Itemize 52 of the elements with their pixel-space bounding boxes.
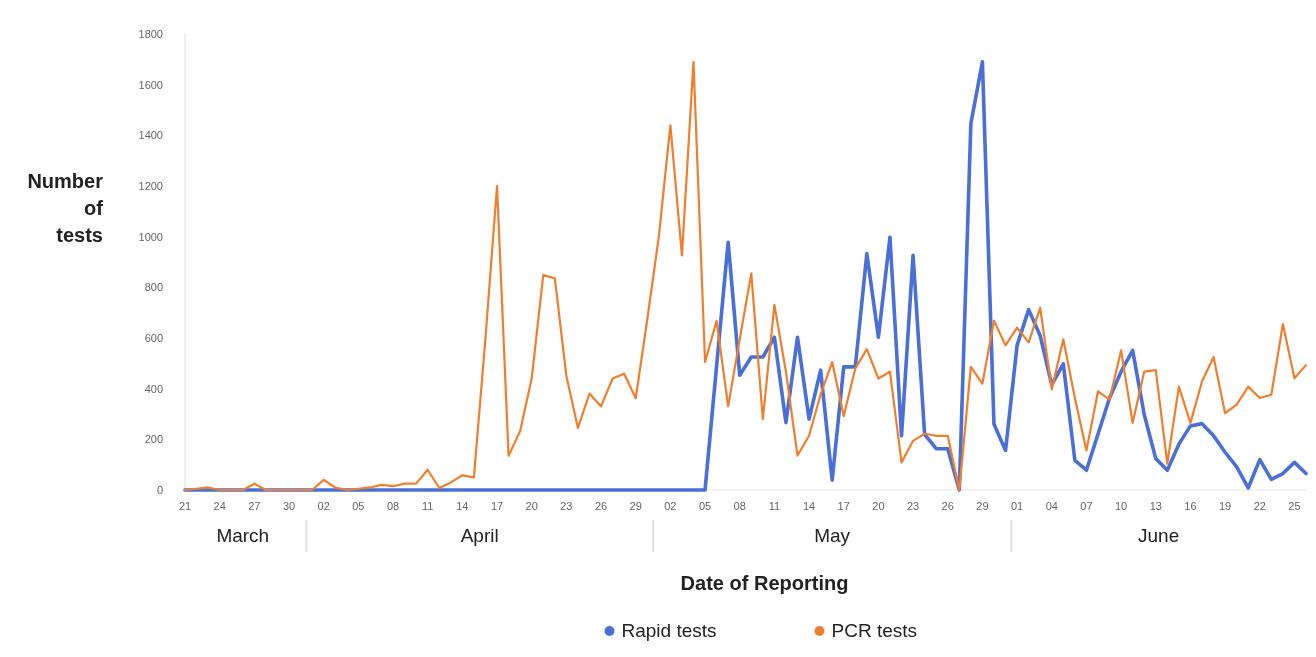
y-axis-title: Number of tests bbox=[27, 170, 104, 246]
x-tick-label: 24 bbox=[213, 500, 226, 512]
y-tick-label: 1600 bbox=[138, 78, 163, 91]
x-tick-label: 23 bbox=[906, 500, 920, 512]
x-tick-label: 29 bbox=[976, 500, 989, 512]
y-tick-label: 1800 bbox=[138, 27, 163, 40]
x-tick-label: 05 bbox=[698, 500, 712, 512]
text: June bbox=[1138, 525, 1180, 546]
x-tick-label: 02 bbox=[317, 500, 330, 512]
x-tick-label: 02 bbox=[664, 500, 677, 512]
x-tick-label: 26 bbox=[594, 500, 608, 512]
x-tick-label: 29 bbox=[629, 500, 642, 512]
x-tick-label: 25 bbox=[1288, 500, 1301, 512]
y-tick-label: 600 bbox=[144, 331, 163, 344]
x-tick-label: 07 bbox=[1080, 500, 1093, 512]
x-tick-label: 16 bbox=[1184, 500, 1197, 512]
x-tick-label: 22 bbox=[1253, 500, 1266, 512]
x-tick-label: 08 bbox=[386, 500, 400, 512]
line-series bbox=[183, 60, 1308, 492]
x-tick-label: 05 bbox=[352, 500, 365, 512]
x-tick-label: 27 bbox=[248, 500, 261, 512]
x-tick-label: 21 bbox=[178, 500, 192, 512]
x-tick-label: 10 bbox=[1114, 500, 1128, 512]
x-tick-label: 04 bbox=[1045, 500, 1058, 512]
x-tick-label: 20 bbox=[872, 500, 885, 512]
x-tick-label: 20 bbox=[525, 500, 538, 512]
legend-label: Rapid tests bbox=[621, 620, 717, 641]
y-tick-label: 1200 bbox=[138, 179, 163, 192]
legend-label: PCR tests bbox=[831, 620, 918, 641]
x-tick-label: 14 bbox=[456, 500, 469, 512]
x-tick-label: 14 bbox=[802, 500, 816, 512]
text: May bbox=[814, 525, 851, 546]
text: March bbox=[216, 525, 270, 546]
x-tick-label: 26 bbox=[941, 500, 954, 512]
x-tick-label: 17 bbox=[490, 500, 504, 512]
x-tick-label: 17 bbox=[837, 500, 850, 512]
y-tick-label: 1000 bbox=[138, 230, 163, 243]
x-tick-label: 01 bbox=[1010, 500, 1024, 512]
x-tick-label: 23 bbox=[560, 500, 573, 512]
y-tick-label: 200 bbox=[144, 433, 163, 446]
y-tick-label: 0 bbox=[156, 483, 163, 496]
x-tick-label: 13 bbox=[1149, 500, 1162, 512]
x-tick-label: 30 bbox=[282, 500, 296, 512]
y-tick-label: 1400 bbox=[138, 129, 163, 142]
x-tick-label: 19 bbox=[1218, 500, 1232, 512]
y-tick-label: 400 bbox=[144, 382, 163, 395]
x-tick-label: 11 bbox=[421, 500, 434, 512]
y-tick-label: 800 bbox=[144, 281, 163, 294]
x-tick-label: 08 bbox=[733, 500, 746, 512]
x-tick-label: 11 bbox=[768, 500, 781, 512]
x-axis-title: Date of Reporting bbox=[680, 572, 849, 594]
text: April bbox=[460, 525, 499, 546]
